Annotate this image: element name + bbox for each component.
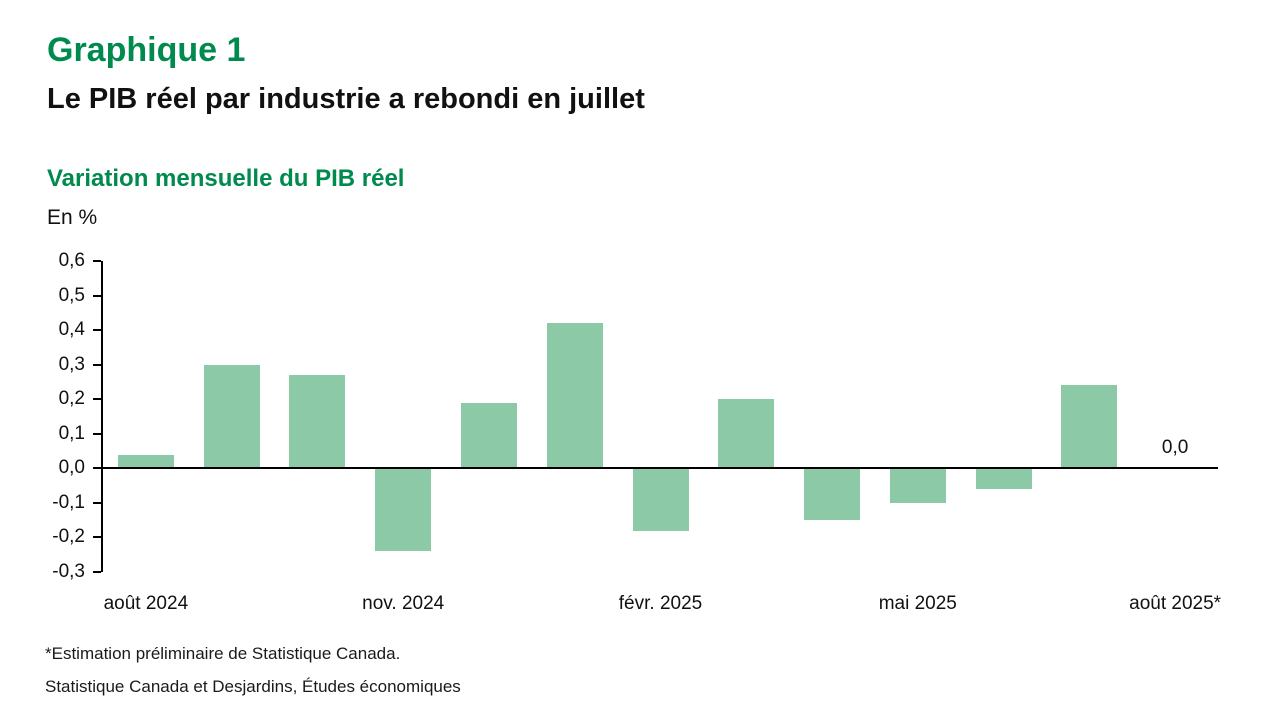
bar <box>975 468 1032 490</box>
y-axis-unit-label: En % <box>47 206 98 229</box>
x-tick-label: août 2024 <box>103 593 189 614</box>
footnote: *Estimation préliminaire de Statistique … <box>45 644 401 663</box>
y-tick-mark <box>93 467 101 470</box>
y-tick-mark <box>93 294 101 297</box>
y-tick-mark <box>93 363 101 366</box>
y-tick-label: 0,2 <box>58 388 85 410</box>
y-tick-mark <box>93 260 101 262</box>
x-tick-label: août 2025* <box>1129 593 1222 614</box>
y-tick-label: 0,6 <box>58 250 85 271</box>
y-tick-mark <box>93 571 101 573</box>
y-tick-label: -0,1 <box>52 491 85 513</box>
y-tick-label: 0,1 <box>58 422 85 444</box>
y-tick-mark <box>93 398 101 401</box>
y-axis-line <box>101 261 103 572</box>
bar <box>632 468 689 531</box>
y-tick-label: 0,3 <box>58 353 85 375</box>
zero-baseline <box>101 467 1218 470</box>
y-tick-label: 0,5 <box>58 284 85 306</box>
y-tick-mark <box>93 329 101 332</box>
x-tick-label: mai 2025 <box>878 593 957 614</box>
y-tick-label: 0,4 <box>58 319 85 341</box>
bar <box>804 468 861 521</box>
x-tick-label: févr. 2025 <box>618 593 703 614</box>
chart-number: Graphique 1 <box>47 31 246 69</box>
x-tick-label: nov. 2024 <box>362 593 445 614</box>
bar <box>375 468 432 552</box>
y-tick-label: -0,3 <box>52 561 85 582</box>
y-tick-label: 0,0 <box>58 457 85 479</box>
bar <box>203 364 260 469</box>
y-tick-mark <box>93 501 101 504</box>
y-tick-mark <box>93 432 101 435</box>
bar <box>718 399 775 469</box>
y-tick-label: -0,2 <box>52 526 85 548</box>
bar <box>460 402 517 469</box>
source-line: Statistique Canada et Desjardins, Études… <box>45 677 461 696</box>
y-tick-mark <box>93 536 101 539</box>
chart-title: Variation mensuelle du PIB réel <box>47 165 405 192</box>
bar <box>1061 385 1118 469</box>
value-annotation: 0,0 <box>1161 437 1189 458</box>
bar <box>546 323 603 469</box>
bar <box>889 468 946 503</box>
bar <box>289 375 346 469</box>
page-title: Le PIB réel par industrie a rebondi en j… <box>47 83 645 115</box>
bar <box>117 454 174 469</box>
